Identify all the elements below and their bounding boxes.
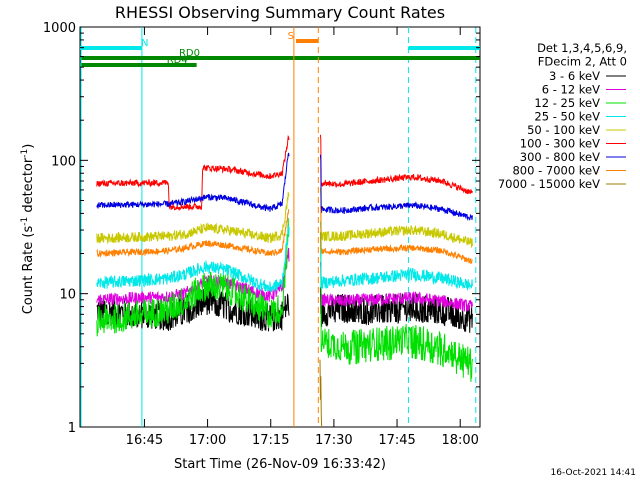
chart-title: RHESSI Observing Summary Count Rates [115,3,445,22]
series-line-25-50-kev [96,225,290,293]
x-axis-label: Start Time (26-Nov-09 16:33:42) [174,457,386,472]
series-line-50-100-kev [96,192,290,245]
flag-label-rd4: RD4 [167,55,188,66]
y-tick-label: 1 [68,421,76,436]
legend-label-100-300-kev: 100 - 300 keV [520,137,600,151]
series-line-800-7000-kev [96,209,290,258]
legend-label-12-25-kev: 12 - 25 keV [534,96,600,110]
series-line-6-12-kev [319,262,473,312]
legend-label-50-100-kev: 50 - 100 keV [527,123,600,137]
flag-label-n: N [141,38,148,49]
y-axis-label: Count Rate (s-1 detector-1) [20,144,36,315]
legend-label-3-6-kev: 3 - 6 keV [549,69,600,83]
legend-label-300-800-kev: 300 - 800 keV [520,150,600,164]
axes-layer: 16:45 17:00 17:15 17:30 17:45 18:00 1 10 100 1000 [43,21,480,448]
plot-timestamp: 16-Oct-2021 14:41 [551,468,636,478]
plot-frame [79,26,481,428]
y-tick-label: 10 [59,288,76,303]
series-line-300-800-kev [319,154,473,222]
legend-header-line: Det 1,3,4,5,6,9, [537,41,627,55]
y-tick-label: 1000 [43,21,76,36]
flag-label-s: S [288,31,294,42]
x-tick-label: 17:15 [252,433,289,448]
x-tick-label: 17:45 [378,433,415,448]
flag-label-rd0: RD0 [179,48,200,59]
y-tick-label: 100 [51,154,76,169]
series-line-100-300-kev [96,134,290,212]
legend-label-800-7000-kev: 800 - 7000 keV [512,164,600,178]
x-tick-label: 18:00 [441,433,478,448]
series-line-800-7000-kev [319,206,473,264]
legend: Det 1,3,4,5,6,9,FDecim 2, Att 03 - 6 keV… [498,41,627,191]
legend-label-25-50-kev: 25 - 50 keV [534,110,600,124]
x-tick-label: 16:45 [126,433,163,448]
series-line-3-6-kev [319,287,473,333]
series-line-12-25-kev [319,232,473,383]
series-line-7000-15000-kev [319,359,323,428]
legend-label-6-12-kev: 6 - 12 keV [542,83,600,97]
legend-label-7000-15000-kev: 7000 - 15000 keV [498,177,600,191]
series-line-50-100-kev [319,187,473,248]
series-line-100-300-kev [319,134,473,195]
series-line-25-50-kev [319,221,473,291]
legend-header-line: FDecim 2, Att 0 [538,55,627,69]
series-line-12-25-kev [96,217,290,337]
series-line-300-800-kev [96,152,290,212]
x-tick-label: 17:00 [189,433,226,448]
x-tick-label: 17:30 [315,433,352,448]
series-layer [96,134,473,428]
